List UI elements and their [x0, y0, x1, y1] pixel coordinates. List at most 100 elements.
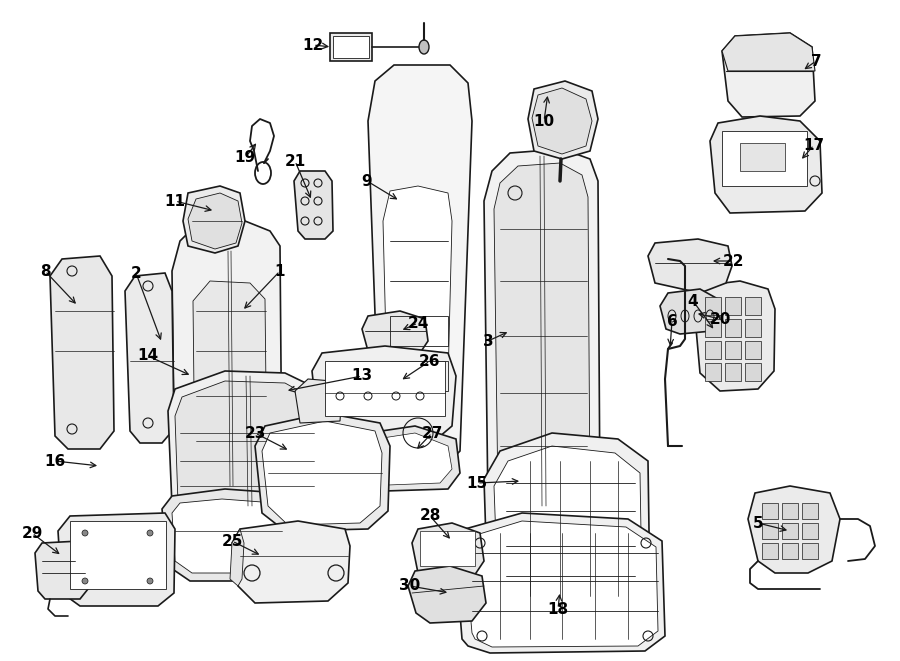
Text: 16: 16 — [44, 453, 66, 469]
Polygon shape — [255, 413, 390, 531]
Bar — [745, 363, 761, 381]
Polygon shape — [295, 379, 342, 423]
Polygon shape — [35, 541, 88, 599]
Polygon shape — [362, 311, 428, 357]
Polygon shape — [368, 65, 472, 466]
Polygon shape — [125, 273, 174, 443]
Bar — [390, 316, 448, 346]
Bar — [725, 341, 741, 359]
Polygon shape — [484, 433, 650, 623]
Bar — [745, 297, 761, 315]
Polygon shape — [312, 346, 456, 443]
Ellipse shape — [419, 40, 429, 54]
Bar — [782, 543, 798, 559]
Polygon shape — [408, 566, 486, 623]
Polygon shape — [162, 489, 292, 581]
Text: 19: 19 — [234, 151, 256, 165]
Polygon shape — [183, 186, 245, 253]
Polygon shape — [175, 381, 316, 521]
Bar — [740, 143, 785, 171]
Bar — [802, 503, 818, 519]
Bar — [725, 297, 741, 315]
Text: 8: 8 — [40, 264, 50, 278]
Bar — [333, 36, 369, 58]
Text: 6: 6 — [667, 313, 678, 329]
Polygon shape — [660, 289, 720, 334]
Text: 21: 21 — [284, 153, 306, 169]
Text: 7: 7 — [811, 54, 822, 69]
Text: 10: 10 — [534, 114, 554, 128]
Text: 3: 3 — [482, 334, 493, 348]
Polygon shape — [648, 239, 732, 293]
Text: 24: 24 — [408, 315, 428, 330]
Bar — [782, 503, 798, 519]
Text: 13: 13 — [351, 368, 373, 383]
Text: 12: 12 — [302, 38, 324, 52]
Bar — [722, 131, 807, 186]
Polygon shape — [58, 513, 175, 606]
Polygon shape — [360, 426, 460, 491]
Bar — [325, 361, 445, 416]
Polygon shape — [484, 149, 600, 533]
Bar — [705, 297, 721, 315]
Polygon shape — [528, 81, 598, 159]
Polygon shape — [710, 116, 822, 213]
Bar — [782, 523, 798, 539]
Text: 30: 30 — [400, 578, 420, 594]
Text: 2: 2 — [130, 266, 141, 280]
Ellipse shape — [82, 530, 88, 536]
Polygon shape — [168, 371, 322, 529]
Text: 26: 26 — [419, 354, 441, 368]
Bar — [390, 361, 448, 391]
Polygon shape — [494, 446, 642, 615]
Polygon shape — [193, 281, 267, 503]
Polygon shape — [532, 88, 592, 154]
Bar — [745, 319, 761, 337]
Bar — [725, 319, 741, 337]
Ellipse shape — [82, 578, 88, 584]
Text: 15: 15 — [466, 475, 488, 490]
Ellipse shape — [147, 578, 153, 584]
Polygon shape — [388, 446, 450, 476]
Polygon shape — [383, 186, 452, 433]
Text: 11: 11 — [165, 194, 185, 208]
Ellipse shape — [147, 530, 153, 536]
Text: 1: 1 — [274, 264, 285, 278]
Text: 4: 4 — [688, 293, 698, 309]
Polygon shape — [722, 33, 815, 71]
Polygon shape — [694, 281, 775, 391]
Bar — [70, 521, 166, 589]
Polygon shape — [232, 521, 350, 603]
Bar — [762, 503, 778, 519]
Polygon shape — [230, 529, 244, 586]
Bar — [705, 319, 721, 337]
Text: 27: 27 — [421, 426, 443, 440]
Bar — [802, 523, 818, 539]
Bar — [705, 363, 721, 381]
Bar — [705, 341, 721, 359]
Text: 23: 23 — [244, 426, 266, 440]
Text: 20: 20 — [709, 311, 731, 327]
Bar — [762, 523, 778, 539]
Bar — [330, 33, 372, 61]
Bar — [745, 341, 761, 359]
Polygon shape — [172, 221, 282, 518]
Text: 22: 22 — [724, 254, 745, 268]
Polygon shape — [722, 33, 815, 117]
Text: 5: 5 — [752, 516, 763, 531]
Text: 28: 28 — [419, 508, 441, 524]
Polygon shape — [412, 523, 484, 579]
Polygon shape — [368, 433, 452, 485]
Polygon shape — [262, 421, 382, 525]
Text: 14: 14 — [138, 348, 158, 364]
Text: 29: 29 — [22, 525, 42, 541]
Bar — [802, 543, 818, 559]
Bar — [762, 543, 778, 559]
Text: 25: 25 — [221, 533, 243, 549]
Text: 9: 9 — [362, 173, 373, 188]
Polygon shape — [294, 171, 333, 239]
Text: 18: 18 — [547, 602, 569, 617]
Polygon shape — [494, 163, 590, 523]
Bar — [725, 363, 741, 381]
Polygon shape — [465, 521, 658, 647]
